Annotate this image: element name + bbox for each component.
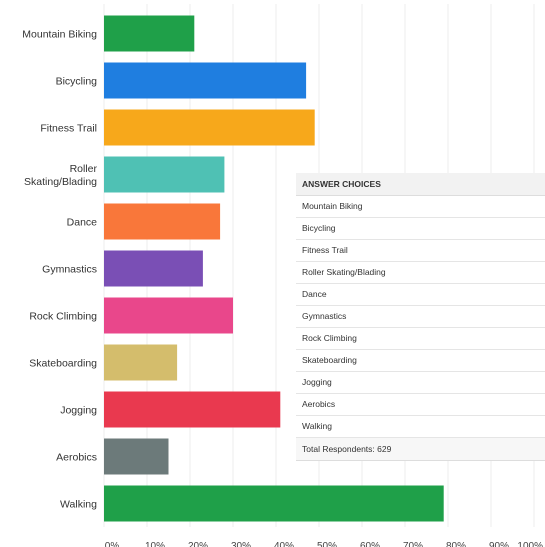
bar-fitness-trail: [104, 109, 315, 146]
category-label: Bicycling: [56, 76, 98, 88]
bar-roller-skating-blading: [104, 156, 225, 193]
table-row: Bicycling: [296, 218, 545, 240]
category-labels: Mountain Biking Bicycling Fitness Trail Rol…: [22, 29, 97, 511]
table-header: ANSWER CHOICES: [296, 173, 545, 196]
category-label: Mountain Biking: [22, 29, 97, 41]
table-row: Dance: [296, 284, 545, 306]
category-label: Skateboarding: [29, 358, 97, 370]
x-tick-label: 10%: [145, 541, 165, 547]
bar-aerobics: [104, 438, 169, 475]
table-row: Jogging: [296, 372, 545, 394]
bar-mountain-biking: [104, 15, 195, 52]
x-tick-label: 80%: [446, 541, 466, 547]
bar-skateboarding: [104, 344, 178, 381]
table-row: Rock Climbing: [296, 328, 545, 350]
x-tick-label: 50%: [317, 541, 337, 547]
x-tick-label: 20%: [188, 541, 208, 547]
category-label: Skating/Blading: [24, 176, 97, 188]
x-tick-label: 100%: [517, 541, 543, 547]
category-label: Aerobics: [56, 452, 97, 464]
x-tick-label: 40%: [274, 541, 294, 547]
x-tick-label: 60%: [360, 541, 380, 547]
total-respondents: Total Respondents: 629: [296, 438, 545, 461]
bar-jogging: [104, 391, 281, 428]
x-tick-label: 70%: [403, 541, 423, 547]
answer-choices-table: ANSWER CHOICES Mountain Biking Bicycling F…: [296, 173, 545, 461]
category-label: Rock Climbing: [29, 311, 97, 323]
category-label: Gymnastics: [42, 264, 97, 276]
x-tick-label: 30%: [231, 541, 251, 547]
x-axis-ticks: 0% 10% 20% 30% 40% 50% 60% 70% 80% 90% 100%: [105, 541, 543, 547]
category-label: Fitness Trail: [40, 123, 97, 135]
table-row: Skateboarding: [296, 350, 545, 372]
category-label: Dance: [67, 217, 98, 229]
bar-gymnastics: [104, 250, 203, 287]
table-row: Mountain Biking: [296, 196, 545, 218]
chart-bars: [104, 15, 444, 522]
table-rows: Mountain Biking Bicycling Fitness Trail Rol…: [296, 196, 545, 438]
bar-walking: [104, 485, 444, 522]
category-label: Walking: [60, 499, 97, 511]
bar-bicycling: [104, 62, 307, 99]
table-row: Roller Skating/Blading: [296, 262, 545, 284]
table-row: Walking: [296, 416, 545, 438]
category-label: Jogging: [60, 405, 97, 417]
x-tick-label: 90%: [489, 541, 509, 547]
bar-dance: [104, 203, 221, 240]
table-row: Gymnastics: [296, 306, 545, 328]
table-row: Aerobics: [296, 394, 545, 416]
bar-rock-climbing: [104, 297, 233, 334]
table-row: Fitness Trail: [296, 240, 545, 262]
category-label: Roller: [70, 163, 98, 175]
x-tick-label: 0%: [105, 541, 120, 547]
